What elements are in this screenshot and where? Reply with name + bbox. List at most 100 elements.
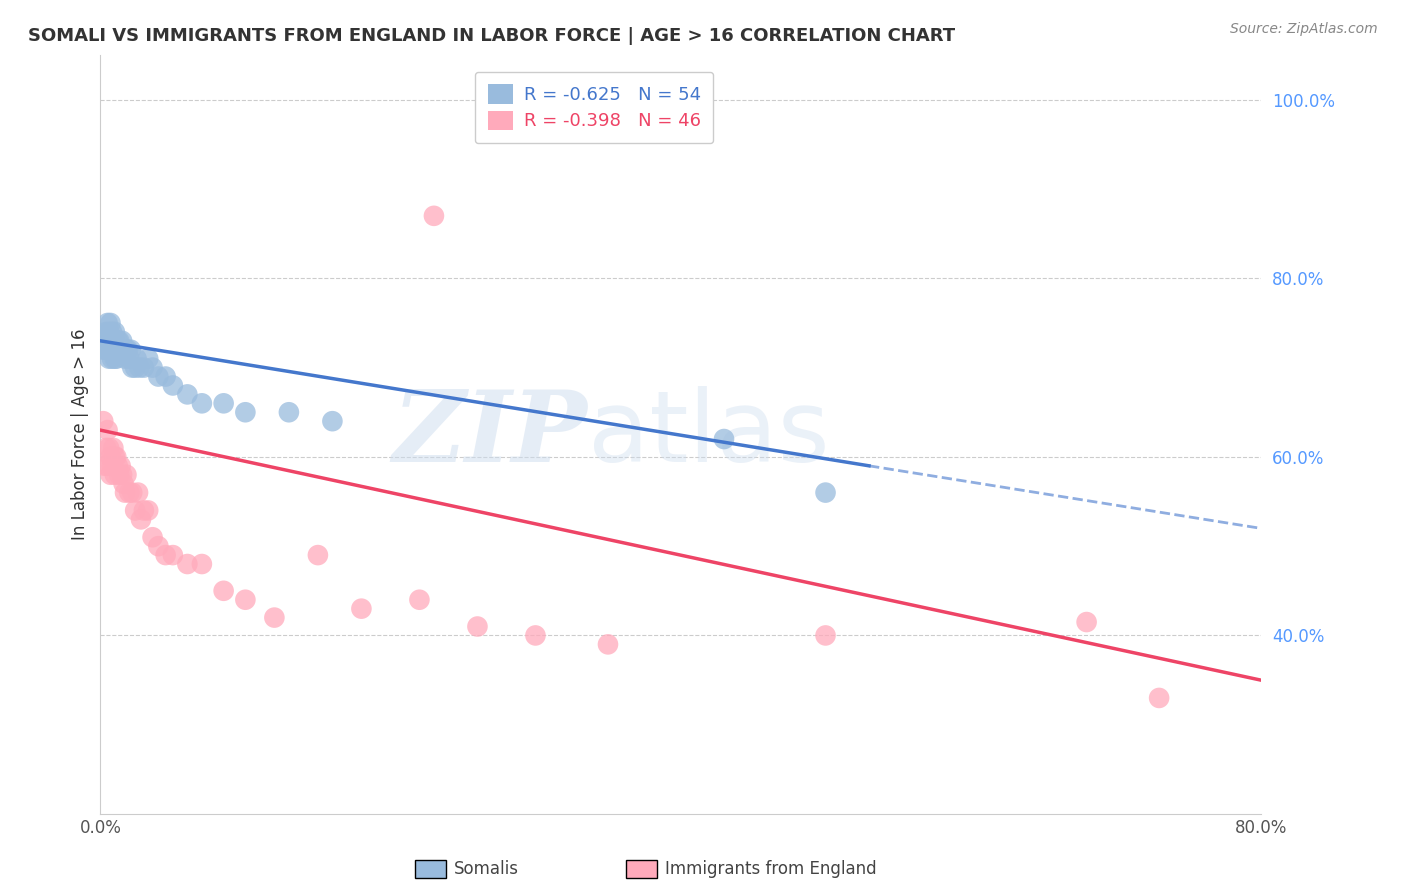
Y-axis label: In Labor Force | Age > 16: In Labor Force | Age > 16 xyxy=(72,329,89,541)
Point xyxy=(97,458,120,473)
Text: ZIP: ZIP xyxy=(392,386,588,483)
Point xyxy=(191,557,214,571)
Point xyxy=(111,343,134,357)
Point xyxy=(101,458,124,473)
Point xyxy=(124,503,146,517)
Point xyxy=(108,467,131,482)
Point xyxy=(108,343,131,357)
Text: Source: ZipAtlas.com: Source: ZipAtlas.com xyxy=(1230,22,1378,37)
Point xyxy=(121,360,143,375)
Point xyxy=(101,351,124,366)
Point xyxy=(115,467,138,482)
Point xyxy=(114,485,136,500)
Point xyxy=(155,548,177,562)
Point xyxy=(277,405,299,419)
Point xyxy=(121,485,143,500)
Point xyxy=(101,343,124,357)
Point xyxy=(142,530,165,544)
Point xyxy=(467,619,489,633)
Point xyxy=(100,343,122,357)
Point xyxy=(98,334,121,348)
Point xyxy=(321,414,343,428)
Point xyxy=(111,334,134,348)
Point xyxy=(100,467,122,482)
Point xyxy=(524,628,547,642)
Point xyxy=(93,334,115,348)
Point xyxy=(91,343,114,357)
Point xyxy=(162,548,184,562)
Point xyxy=(107,334,129,348)
Point xyxy=(118,351,141,366)
Point xyxy=(176,387,198,401)
Point xyxy=(814,485,837,500)
Point xyxy=(115,343,138,357)
Legend: R = -0.625   N = 54, R = -0.398   N = 46: R = -0.625 N = 54, R = -0.398 N = 46 xyxy=(475,71,713,143)
Point xyxy=(103,334,125,348)
Point xyxy=(97,334,120,348)
Point xyxy=(128,360,150,375)
Point xyxy=(112,343,135,357)
Point xyxy=(263,610,285,624)
Point xyxy=(307,548,329,562)
Point xyxy=(111,467,134,482)
Point xyxy=(423,209,446,223)
Point xyxy=(98,441,121,455)
Point xyxy=(104,351,127,366)
Point xyxy=(100,316,122,330)
Point xyxy=(107,458,129,473)
Point xyxy=(350,601,373,615)
Point xyxy=(94,325,117,339)
Point xyxy=(162,378,184,392)
Point xyxy=(104,334,127,348)
Point xyxy=(155,369,177,384)
Point xyxy=(117,343,139,357)
Point xyxy=(105,351,128,366)
Point xyxy=(136,503,159,517)
Point xyxy=(148,369,170,384)
Point xyxy=(1147,690,1170,705)
Point xyxy=(212,583,235,598)
Point xyxy=(104,467,127,482)
Point xyxy=(94,441,117,455)
Point xyxy=(132,360,155,375)
Point xyxy=(97,343,120,357)
Point xyxy=(104,325,127,339)
Text: atlas: atlas xyxy=(588,386,830,483)
Point xyxy=(91,414,114,428)
Point xyxy=(108,334,131,348)
Point xyxy=(125,351,148,366)
Point xyxy=(110,458,132,473)
Point xyxy=(98,351,121,366)
Point xyxy=(129,512,152,526)
Point xyxy=(93,458,115,473)
Point xyxy=(97,423,120,437)
Text: Immigrants from England: Immigrants from England xyxy=(665,860,877,878)
Point xyxy=(98,325,121,339)
Point xyxy=(1076,615,1098,629)
Point xyxy=(94,343,117,357)
Point xyxy=(127,485,149,500)
Point xyxy=(104,450,127,464)
Point xyxy=(120,343,142,357)
Point xyxy=(212,396,235,410)
Point xyxy=(148,539,170,553)
Point xyxy=(103,343,125,357)
Point xyxy=(132,503,155,517)
Point xyxy=(114,351,136,366)
Point xyxy=(235,405,257,419)
Point xyxy=(97,316,120,330)
Point xyxy=(101,325,124,339)
Text: Somalis: Somalis xyxy=(454,860,519,878)
Point xyxy=(110,343,132,357)
Point xyxy=(118,485,141,500)
Point xyxy=(191,396,214,410)
Text: SOMALI VS IMMIGRANTS FROM ENGLAND IN LABOR FORCE | AGE > 16 CORRELATION CHART: SOMALI VS IMMIGRANTS FROM ENGLAND IN LAB… xyxy=(28,27,955,45)
Point xyxy=(596,637,619,651)
Point xyxy=(235,592,257,607)
Point xyxy=(713,432,735,446)
Point xyxy=(112,476,135,491)
Point xyxy=(814,628,837,642)
Point xyxy=(408,592,430,607)
Point xyxy=(136,351,159,366)
Point xyxy=(105,450,128,464)
